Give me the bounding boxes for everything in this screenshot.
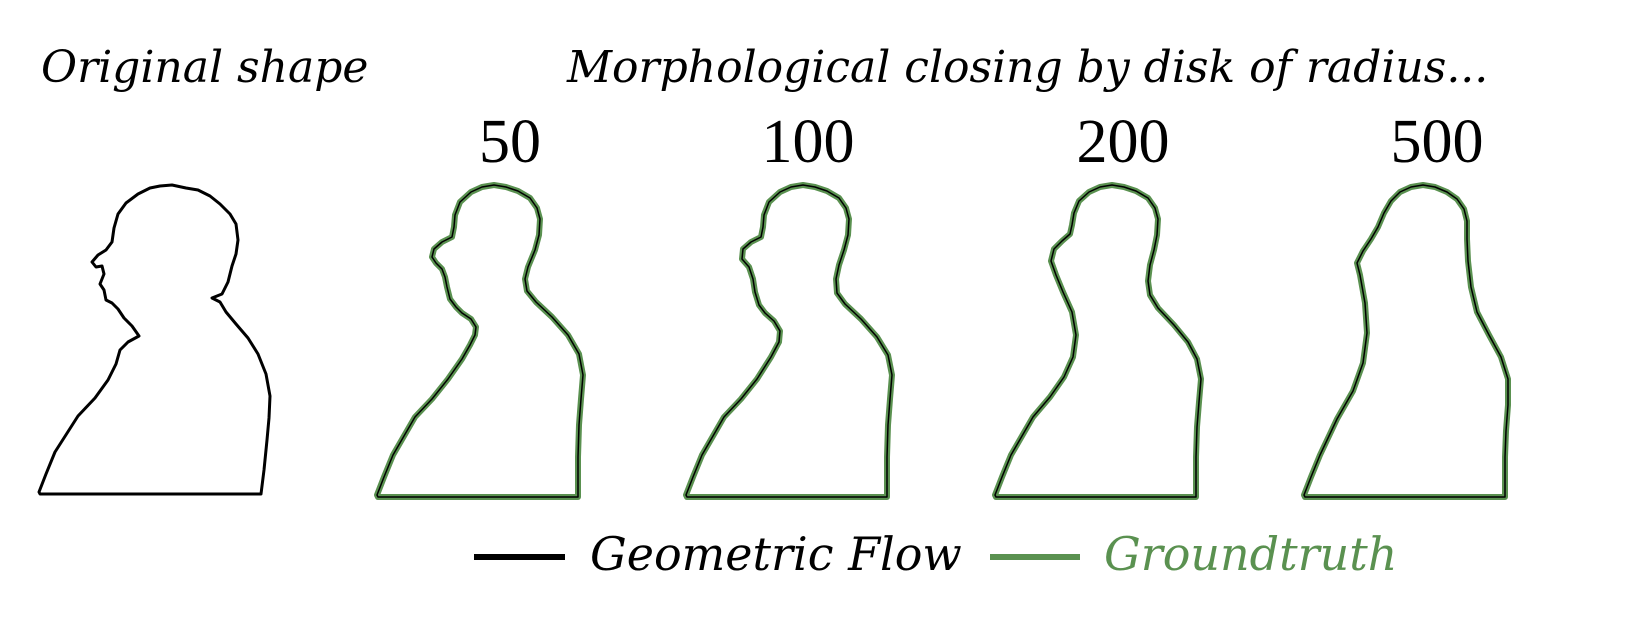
panel-radius-100	[686, 185, 892, 497]
groundtruth-outline-r100	[686, 185, 892, 497]
geometric-flow-outline-r50	[376, 184, 584, 498]
panel-radius-50	[377, 185, 583, 497]
legend: Geometric Flow Groundtruth	[474, 527, 1397, 581]
radius-label-50: 50	[479, 108, 541, 176]
original-shape-outline	[37, 183, 272, 496]
legend-label-groundtruth: Groundtruth	[1104, 527, 1397, 581]
legend-label-geometric-flow: Geometric Flow	[590, 527, 962, 581]
original-shape-label: Original shape	[41, 42, 368, 93]
radius-label-200: 200	[1077, 108, 1170, 176]
groundtruth-outline-r50	[377, 185, 583, 497]
closing-description-label: Morphological closing by disk of radius.…	[566, 42, 1488, 93]
geometric-flow-outline-r200	[994, 184, 1202, 498]
radius-label-100: 100	[762, 108, 855, 176]
geometric-flow-outline-r500	[1303, 184, 1509, 498]
panel-radius-500	[1304, 185, 1508, 497]
groundtruth-outline-r200	[995, 185, 1201, 497]
radius-label-500: 500	[1391, 108, 1484, 176]
panel-radius-200	[995, 185, 1201, 497]
geometric-flow-outline-r100	[685, 184, 893, 498]
groundtruth-outline-r500	[1304, 185, 1508, 497]
